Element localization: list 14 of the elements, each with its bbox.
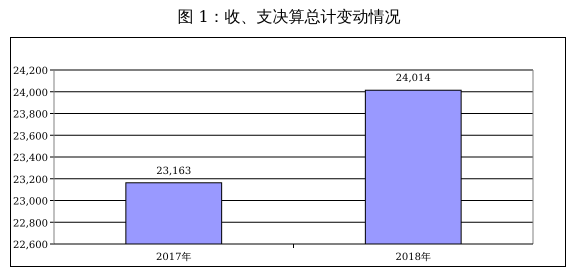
y-tick-label: 23,800 [13, 110, 48, 120]
y-tick-label: 22,600 [13, 240, 48, 251]
y-tick-label: 24,000 [13, 88, 48, 99]
y-tick-label: 23,000 [13, 196, 48, 208]
data-label: 24,014 [396, 73, 431, 84]
y-tick-label: 22,800 [13, 218, 48, 230]
x-tick-label: 2017年 [156, 251, 192, 263]
data-label: 23,163 [156, 166, 192, 177]
chart-title: 图 1：收、支决算总计变动情况 [177, 7, 401, 26]
y-tick-label: 23,600 [13, 131, 48, 142]
y-tick-label: 23,200 [13, 174, 48, 186]
y-tick-label: 24,200 [13, 66, 48, 77]
x-tick-label: 2018年 [396, 251, 431, 263]
y-tick-label: 23,400 [13, 153, 48, 164]
